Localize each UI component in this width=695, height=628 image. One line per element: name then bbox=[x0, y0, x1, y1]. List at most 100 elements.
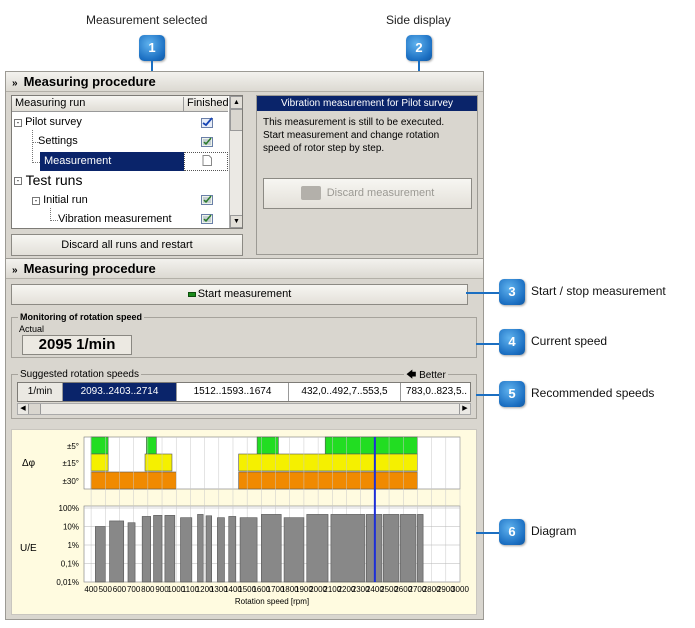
x-tick-label: 2900 bbox=[437, 585, 455, 594]
suggested-range-cell[interactable]: 2093..2403..2714 bbox=[63, 383, 177, 401]
y-tick-label: 10% bbox=[63, 523, 79, 532]
scroll-up-arrow-icon[interactable]: ▲ bbox=[230, 96, 242, 109]
suggested-speeds-row[interactable]: 1/min 2093..2403..2714 1512..1593..1674 … bbox=[17, 382, 471, 402]
tree-item-measurement[interactable]: Measurement bbox=[40, 152, 184, 171]
amplitude-bar bbox=[180, 517, 193, 583]
section-header-bottom[interactable]: » Measuring procedure bbox=[6, 259, 483, 279]
discard-all-runs-button[interactable]: Discard all runs and restart bbox=[11, 234, 243, 256]
x-tick-label: 600 bbox=[113, 585, 127, 594]
x-tick-label: 400 bbox=[84, 585, 98, 594]
suggested-title: Suggested rotation speeds bbox=[18, 369, 141, 380]
tree-item-initial-run[interactable]: - Initial run bbox=[32, 191, 224, 210]
tree-item-vibration-measurement[interactable]: Vibration measurement bbox=[58, 210, 224, 228]
left-arrow-icon: 🡄 bbox=[406, 370, 417, 381]
tree-label: Initial run bbox=[43, 194, 88, 206]
x-tick-label: 3000 bbox=[451, 585, 469, 594]
side-display-text: This measurement is still to be executed… bbox=[263, 117, 445, 154]
tree-connector bbox=[32, 162, 40, 163]
scroll-thumb[interactable] bbox=[29, 404, 41, 414]
side-display-title: Vibration measurement for Pilot survey bbox=[257, 96, 477, 111]
amplitude-bar bbox=[400, 514, 417, 583]
discard-measurement-button[interactable]: Discard measurement bbox=[263, 178, 472, 209]
better-label: 🡄 Better bbox=[404, 368, 448, 385]
callout-2-badge: 2 bbox=[406, 35, 432, 61]
amplitude-bar bbox=[330, 514, 366, 583]
section-header-top[interactable]: » Measuring procedure bbox=[6, 72, 483, 92]
tree-label: Settings bbox=[38, 135, 78, 147]
phase-band bbox=[90, 453, 109, 472]
tree-scrollbar[interactable]: ▲ ▼ bbox=[229, 96, 242, 228]
pending-document-icon bbox=[202, 155, 212, 166]
tree-item-settings[interactable]: Settings bbox=[38, 132, 224, 151]
y-tick-label: 100% bbox=[59, 504, 79, 513]
phase-band bbox=[324, 436, 418, 455]
suggested-range-cell[interactable]: 783,0..823,5.. bbox=[405, 386, 468, 397]
actual-speed-value: 2095 1/min bbox=[22, 335, 132, 355]
x-tick-label: 700 bbox=[127, 585, 141, 594]
amplitude-bar bbox=[417, 514, 424, 583]
finished-check-icon bbox=[201, 195, 213, 205]
discard-measurement-label: Discard measurement bbox=[326, 187, 435, 199]
measuring-procedure-panel-top: » Measuring procedure Measuring run Finis… bbox=[5, 71, 484, 260]
tree-item-test-runs[interactable]: - Test runs bbox=[14, 171, 224, 190]
finished-check-icon bbox=[201, 214, 213, 224]
column-finished[interactable]: Finished bbox=[183, 97, 229, 112]
phase-band bbox=[256, 436, 279, 455]
suggested-speeds-group: Suggested rotation speeds 🡄 Better 1/min… bbox=[11, 368, 477, 419]
amplitude-bar bbox=[228, 516, 237, 583]
x-tick-label: 2600 bbox=[394, 585, 412, 594]
amplitude-bar bbox=[239, 517, 258, 583]
amplitude-bar bbox=[141, 516, 151, 583]
scroll-right-arrow-icon[interactable]: ▶ bbox=[459, 404, 470, 414]
phase-band bbox=[238, 453, 418, 472]
scroll-down-arrow-icon[interactable]: ▼ bbox=[230, 215, 242, 228]
scroll-left-arrow-icon[interactable]: ◀ bbox=[18, 404, 29, 414]
callout-1-title: Measurement selected bbox=[86, 13, 208, 27]
x-tick-label: 2300 bbox=[352, 585, 370, 594]
x-tick-label: 1800 bbox=[281, 585, 299, 594]
tree-label: Test runs bbox=[25, 172, 83, 188]
unit-cell: 1/min bbox=[18, 383, 63, 401]
x-tick-label: 2800 bbox=[423, 585, 441, 594]
suggested-range-cell[interactable]: 432,0..492,7..553,5 bbox=[289, 383, 401, 401]
start-measurement-button[interactable]: Start measurement bbox=[11, 284, 468, 305]
collapse-minus-icon: - bbox=[14, 119, 22, 127]
x-tick-label: 1500 bbox=[238, 585, 256, 594]
diagram-area: ±5° ±15° ±30° Δφ 400 500 600 700 800 900 1000 1100 1… bbox=[11, 429, 477, 615]
amplitude-bar bbox=[164, 515, 176, 583]
callout-2-title: Side display bbox=[386, 13, 451, 27]
x-tick-label: 2200 bbox=[338, 585, 356, 594]
horizontal-scrollbar[interactable]: ◀ ▶ bbox=[17, 403, 471, 415]
phase-band bbox=[238, 471, 418, 490]
x-tick-label: 2000 bbox=[309, 585, 327, 594]
side-display: Vibration measurement for Pilot survey T… bbox=[256, 95, 478, 255]
section-title: Measuring procedure bbox=[23, 74, 156, 89]
measuring-run-tree[interactable]: Measuring run Finished - Pilot survey Se… bbox=[11, 95, 243, 229]
column-measuring-run[interactable]: Measuring run bbox=[15, 97, 86, 109]
callout-6-line bbox=[476, 532, 502, 534]
callout-6-badge: 6 bbox=[499, 519, 525, 545]
x-tick-label: 800 bbox=[141, 585, 155, 594]
scroll-thumb[interactable] bbox=[230, 109, 242, 131]
monitoring-title: Monitoring of rotation speed bbox=[18, 312, 144, 322]
discard-measurement-icon bbox=[300, 186, 321, 201]
tree-connector bbox=[50, 220, 58, 221]
callout-3-line bbox=[466, 292, 502, 294]
suggested-range-cell[interactable]: 1512..1593..1674 bbox=[177, 383, 289, 401]
section-title: Measuring procedure bbox=[23, 261, 156, 276]
amplitude-axis-label: U/E bbox=[20, 543, 37, 554]
better-text: Better bbox=[419, 370, 446, 381]
tree-label: Measurement bbox=[44, 155, 112, 167]
collapse-chevron-icon: » bbox=[12, 78, 18, 89]
callout-5-label: Recommended speeds bbox=[531, 386, 655, 400]
phase-row-label: ±5° bbox=[67, 442, 79, 451]
x-tick-label: 1900 bbox=[295, 585, 313, 594]
measuring-procedure-panel-bottom: » Measuring procedure Start measurement M… bbox=[5, 258, 484, 620]
phase-band bbox=[144, 453, 173, 472]
tree-item-pilot-survey[interactable]: - Pilot survey bbox=[14, 113, 224, 132]
x-tick-label: 2700 bbox=[409, 585, 427, 594]
tree-label: Pilot survey bbox=[25, 116, 82, 128]
x-tick-label: 500 bbox=[99, 585, 113, 594]
start-indicator-icon bbox=[187, 291, 196, 297]
